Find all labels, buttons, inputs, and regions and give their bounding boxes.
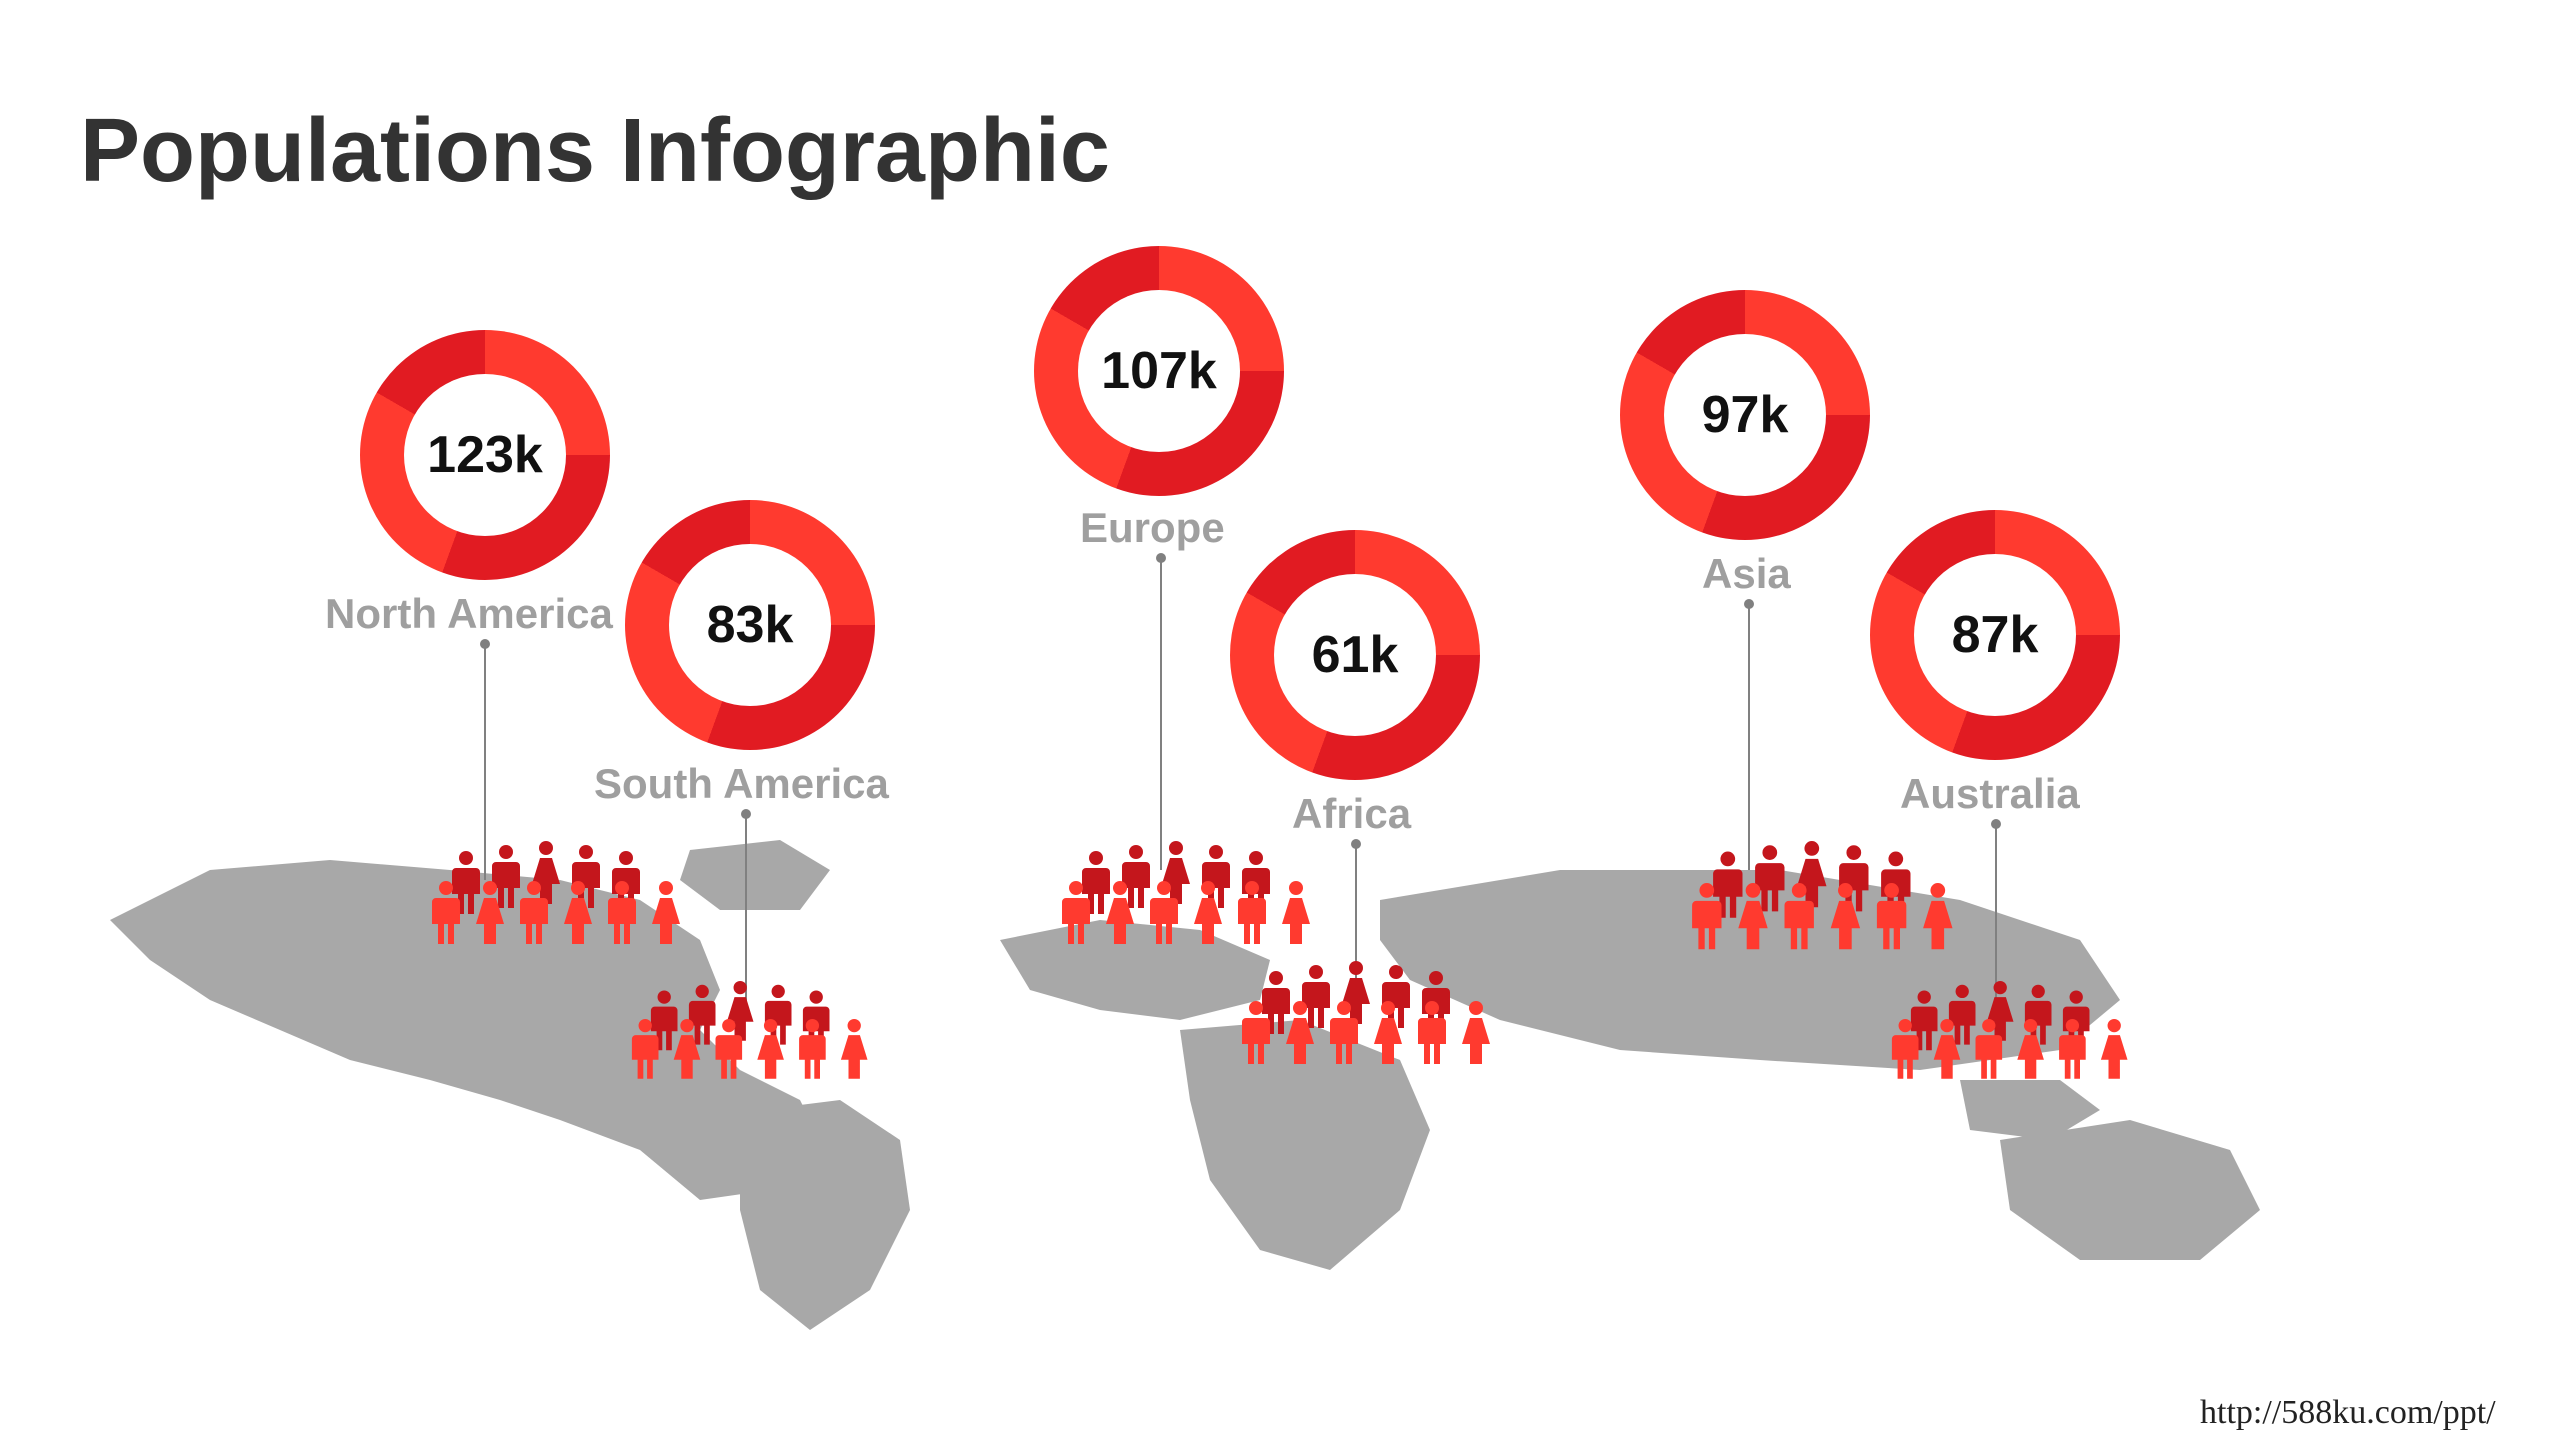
people-cluster-icon xyxy=(1690,840,1963,982)
value-text: 97k xyxy=(1664,334,1826,496)
leader-line xyxy=(1995,824,1997,1010)
value-text: 61k xyxy=(1274,574,1436,736)
leader-dot xyxy=(741,809,751,819)
page-title: Populations Infographic xyxy=(80,100,1110,203)
leader-dot xyxy=(1351,839,1361,849)
leader-line xyxy=(1355,844,1357,990)
value-text: 87k xyxy=(1914,554,2076,716)
leader-line xyxy=(484,644,486,880)
leader-dot xyxy=(1991,819,2001,829)
leader-line xyxy=(745,814,747,1010)
leader-line xyxy=(1160,558,1162,870)
region-label: Asia xyxy=(1702,550,1791,598)
leader-dot xyxy=(1744,599,1754,609)
region-label: Africa xyxy=(1292,790,1411,838)
value-text: 107k xyxy=(1078,290,1240,452)
leader-dot xyxy=(1156,553,1166,563)
value-ring: 87k xyxy=(1870,510,2120,760)
value-text: 123k xyxy=(404,374,566,536)
region-label: Australia xyxy=(1900,770,2080,818)
people-cluster-icon xyxy=(430,840,690,975)
people-cluster-icon xyxy=(1890,980,2137,1109)
leader-line xyxy=(1748,604,1750,870)
people-cluster-icon xyxy=(1240,960,1500,1095)
footer-source-url: http://588ku.com/ppt/ xyxy=(2200,1394,2496,1432)
value-text: 83k xyxy=(669,544,831,706)
value-ring: 61k xyxy=(1230,530,1480,780)
value-ring: 97k xyxy=(1620,290,1870,540)
value-ring: 83k xyxy=(625,500,875,750)
people-cluster-icon xyxy=(1060,840,1320,975)
leader-dot xyxy=(480,639,490,649)
region-label: Europe xyxy=(1080,504,1225,552)
value-ring: 107k xyxy=(1034,246,1284,496)
region-label: North America xyxy=(325,590,613,638)
people-cluster-icon xyxy=(630,980,877,1109)
value-ring: 123k xyxy=(360,330,610,580)
region-label: South America xyxy=(594,760,889,808)
